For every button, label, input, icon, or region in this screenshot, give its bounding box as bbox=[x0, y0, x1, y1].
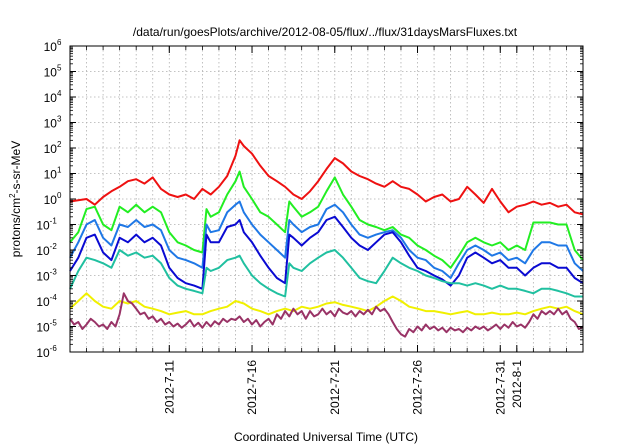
y-tick-label: 106 bbox=[44, 38, 62, 54]
y-tick-label: 10-2 bbox=[36, 242, 57, 258]
y-axis-label-sup: 2 bbox=[8, 193, 17, 198]
y-tick-label-exponent: 4 bbox=[57, 89, 62, 98]
y-axis: 10-610-510-410-310-210-11001011021031041… bbox=[36, 38, 583, 360]
y-tick-label-base: 10 bbox=[36, 270, 50, 284]
y-tick-label-base: 10 bbox=[36, 321, 50, 335]
series-line-1 bbox=[69, 139, 584, 216]
x-tick-label: 2012-7-21 bbox=[328, 360, 342, 415]
series-line-3 bbox=[69, 200, 584, 279]
chart-title: /data/run/goesPlots/archive/2012-08-05/f… bbox=[133, 25, 518, 39]
y-tick-label: 10-1 bbox=[36, 217, 57, 233]
y-tick-label-exponent: -2 bbox=[50, 242, 58, 251]
y-tick-label-base: 10 bbox=[44, 66, 58, 80]
y-tick-label-base: 10 bbox=[36, 219, 50, 233]
y-tick-label-exponent: 6 bbox=[57, 38, 62, 47]
y-tick-label-exponent: -6 bbox=[50, 344, 58, 353]
y-tick-label-exponent: 5 bbox=[57, 64, 62, 73]
series-line-7 bbox=[69, 292, 584, 338]
y-tick-label-base: 10 bbox=[44, 142, 58, 156]
series-line-4 bbox=[69, 215, 584, 290]
series-line-2 bbox=[69, 170, 584, 269]
x-tick-label: 2012-8-1 bbox=[510, 360, 524, 408]
y-tick-label-base: 10 bbox=[44, 117, 58, 131]
x-tick-label: 2012-7-16 bbox=[245, 360, 259, 415]
y-tick-label: 104 bbox=[44, 89, 62, 105]
y-tick-label: 100 bbox=[44, 191, 62, 207]
y-tick-label-base: 10 bbox=[36, 346, 50, 360]
y-tick-label-exponent: -1 bbox=[50, 217, 58, 226]
series-line-5 bbox=[69, 249, 583, 298]
y-tick-label: 102 bbox=[44, 140, 62, 156]
x-axis-label: Coordinated Universal Time (UTC) bbox=[234, 430, 418, 444]
y-tick-label: 10-5 bbox=[36, 319, 57, 335]
y-tick-label-base: 10 bbox=[36, 244, 50, 258]
y-tick-label-base: 10 bbox=[44, 193, 58, 207]
x-tick-label: 2012-7-11 bbox=[162, 360, 176, 414]
y-tick-label: 103 bbox=[44, 115, 62, 131]
y-tick-label-base: 10 bbox=[44, 40, 58, 54]
y-tick-label: 105 bbox=[44, 64, 62, 80]
y-tick-label-base: 10 bbox=[44, 168, 58, 182]
y-tick-label-exponent: 1 bbox=[57, 166, 62, 175]
y-axis-label-rest: -s-sr-MeV bbox=[9, 141, 23, 194]
y-tick-label: 10-3 bbox=[36, 268, 57, 284]
y-tick-label-exponent: 2 bbox=[57, 140, 62, 149]
y-tick-label-base: 10 bbox=[44, 91, 58, 105]
series-line-6 bbox=[69, 292, 584, 316]
grid bbox=[70, 46, 584, 352]
y-axis-label: protons/cm2-s-sr-MeV bbox=[8, 141, 23, 257]
y-tick-label-exponent: 0 bbox=[57, 191, 62, 200]
x-axis: 2012-7-11 2012-7-16 2012-7-21 2012-7-26 2012… bbox=[86, 46, 584, 415]
y-tick-label: 10-6 bbox=[36, 344, 57, 360]
y-tick-label: 10-4 bbox=[36, 293, 57, 309]
y-axis-label-base: protons/cm bbox=[9, 198, 23, 257]
y-tick-label-base: 10 bbox=[36, 295, 50, 309]
y-tick-label-exponent: -5 bbox=[50, 319, 58, 328]
y-tick-label-exponent: -3 bbox=[50, 268, 58, 277]
x-tick-label: 2012-7-31 bbox=[493, 360, 507, 415]
y-tick-label: 101 bbox=[44, 166, 62, 182]
x-tick-label: 2012-7-26 bbox=[411, 360, 425, 415]
series-group bbox=[69, 139, 584, 338]
y-tick-label-exponent: -4 bbox=[50, 293, 58, 302]
y-tick-label-exponent: 3 bbox=[57, 115, 62, 124]
